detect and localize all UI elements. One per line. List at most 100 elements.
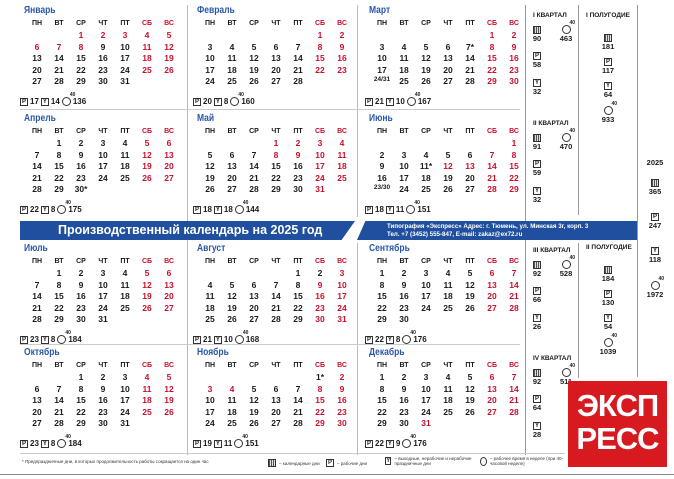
day-cell: 4: [229, 41, 235, 52]
glass-icon: Y: [604, 314, 612, 323]
weekday-label: ПН: [376, 128, 388, 135]
day-cell: 2: [100, 30, 106, 40]
day-cell: 24: [205, 418, 215, 428]
day-cell: 22: [54, 302, 64, 313]
day-cell: 15: [271, 161, 281, 171]
day-cell: 25: [120, 302, 130, 313]
day-cell: 22: [315, 64, 325, 75]
day-cell: 20: [164, 291, 174, 301]
weekday-label: ЧТ: [271, 362, 281, 369]
day-cell: 14: [32, 161, 42, 171]
day-cell: 17: [421, 291, 431, 301]
half-calendar: 181: [593, 33, 623, 51]
day-cell: 2: [78, 138, 84, 148]
day-cell: 16: [377, 172, 387, 183]
day-cell: 20: [443, 64, 453, 75]
day-cell: 23: [315, 302, 325, 313]
weekday-label: СР: [249, 20, 259, 27]
day-cell: 26: [205, 184, 215, 194]
day-cell: 6: [273, 41, 279, 52]
month-title: Январь: [24, 5, 56, 16]
weekday-label: ПН: [376, 362, 388, 369]
day-cell: 17: [98, 161, 108, 171]
day-cell: 1*: [315, 372, 325, 382]
month-2: Февраль ПН ВТ СР ЧТ ПТ СБ ВС 1 2 3 4 5 6 7 8 9 10 11 12 13 14…: [193, 5, 358, 109]
day-cell: 14: [32, 291, 42, 301]
weekday-label: ВТ: [399, 20, 409, 27]
day-cell: 27: [443, 76, 453, 86]
day-cell: 8: [295, 279, 301, 290]
quarter-off: Y 32: [532, 187, 542, 205]
day-cell: 14: [509, 279, 519, 290]
day-cell: 29: [54, 314, 64, 324]
weekday-label: ЧТ: [98, 20, 108, 27]
day-cell: 1: [273, 138, 279, 148]
day-cell: 31: [337, 314, 347, 324]
clock-icon: 40: [603, 101, 617, 115]
day-cell: 19: [227, 302, 237, 313]
weekday-label: ПТ: [465, 258, 475, 265]
day-cell: 1: [295, 268, 301, 278]
month-11: Ноябрь ПН ВТ СР ЧТ ПТ СБ ВС 1* 2 3 4 5 6 7 8 9 10 11 12 13 14…: [193, 347, 358, 451]
day-cell: 7: [295, 383, 301, 394]
day-cell: 15: [377, 291, 387, 301]
day-cell: 17: [120, 395, 130, 405]
weekday-label: ПТ: [293, 20, 303, 27]
day-cell: 22: [315, 406, 325, 417]
glass-icon: Y: [385, 97, 394, 106]
month-title: Февраль: [197, 5, 235, 16]
day-cell: 30*: [74, 184, 88, 194]
day-cell: 26: [443, 184, 453, 194]
divider: [578, 243, 579, 378]
quarter-calendar: 92: [527, 260, 547, 278]
month-stats: P 18 Y 11 40 151: [365, 200, 431, 214]
month-stats: P 19 Y 11 40 151: [193, 434, 259, 448]
day-cell: 28: [32, 184, 42, 194]
day-cell: 25: [120, 172, 130, 183]
weekday-label: ПН: [204, 362, 216, 369]
day-cell: 20: [487, 395, 497, 405]
glass-icon: Y: [385, 335, 394, 344]
year-hours: 40 1972: [646, 275, 665, 299]
weekday-label: ПН: [31, 20, 43, 27]
day-cell: 11: [120, 279, 130, 290]
day-cell: 25: [227, 76, 237, 86]
day-cell: 15: [54, 161, 64, 171]
day-cell: 30: [399, 418, 409, 428]
day-cell: 12: [443, 161, 453, 171]
day-cell: 23: [76, 172, 86, 183]
day-cell: 4: [207, 279, 213, 290]
day-cell: 2: [100, 372, 106, 382]
day-cell: 19: [142, 161, 152, 171]
day-cell: 1: [489, 30, 495, 40]
p-box-icon: P: [533, 160, 541, 169]
day-cell: 22: [487, 64, 497, 75]
glass-icon: Y: [385, 205, 394, 214]
day-cell: 12: [421, 53, 431, 63]
day-cell: 7: [295, 41, 301, 52]
day-cell: 12: [142, 279, 152, 290]
month-title: Апрель: [24, 113, 56, 124]
day-cell: 25: [142, 406, 152, 417]
weekday-label: ПН: [204, 128, 216, 135]
day-cell: 9: [100, 383, 106, 394]
weekday-label: ВС: [337, 362, 347, 369]
day-cell: 8: [56, 279, 62, 290]
day-cell: 26: [421, 76, 431, 86]
weekday-label: СР: [421, 362, 431, 369]
day-cell: 9: [339, 383, 345, 394]
day-cell: 14: [487, 161, 497, 171]
divider: [0, 474, 674, 475]
clock-icon: 40: [57, 200, 71, 214]
glass-icon: Y: [213, 439, 222, 448]
weekday-label: ПТ: [465, 362, 475, 369]
day-cell: 17: [205, 406, 215, 417]
weekday-label: СР: [421, 20, 431, 27]
day-cell: 3: [100, 138, 106, 148]
day-cell: 28: [487, 184, 497, 194]
day-cell: 11: [227, 395, 237, 405]
day-cell: 18: [205, 302, 215, 313]
clock-icon: 40: [603, 333, 617, 347]
day-cell: 11: [120, 149, 130, 160]
